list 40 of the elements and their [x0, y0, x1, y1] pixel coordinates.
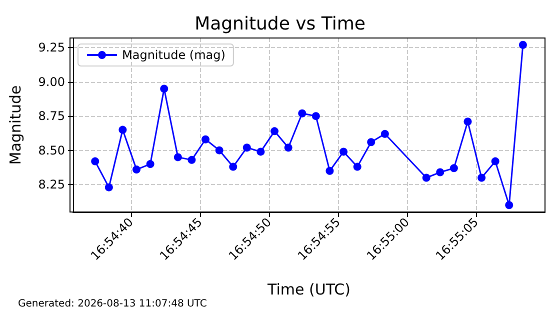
point	[326, 166, 334, 175]
point	[215, 146, 224, 154]
point	[312, 112, 320, 120]
point	[188, 156, 196, 164]
point	[450, 164, 458, 172]
point	[284, 144, 292, 152]
point	[202, 135, 210, 144]
point	[91, 157, 100, 166]
point	[146, 160, 154, 168]
point	[505, 201, 514, 210]
y-tick-label: 8.25	[38, 178, 65, 192]
point	[174, 153, 182, 162]
point	[380, 130, 389, 138]
point	[270, 127, 279, 136]
y-tick-label: 8.75	[38, 109, 65, 124]
point	[436, 168, 444, 176]
point	[353, 162, 362, 171]
y-tick-label: 9.00	[38, 74, 65, 89]
point	[104, 183, 113, 192]
y-axis-title: Magnitude	[6, 85, 24, 165]
point	[367, 138, 376, 146]
text: Generated: 2026-08-13 11:07:48 UTC	[18, 298, 207, 310]
point	[132, 166, 140, 174]
point	[118, 126, 127, 134]
point	[298, 109, 306, 118]
point	[229, 162, 238, 171]
chart-title: Magnitude vs Time	[194, 14, 366, 34]
legend-label: Magnitude (mag)	[122, 48, 226, 62]
y-tick-label: 8.50	[38, 143, 65, 158]
y-tick-label: 9.25	[38, 40, 65, 55]
x-axis-title: Time (UTC)	[266, 280, 350, 298]
point	[340, 148, 348, 156]
point	[256, 148, 265, 156]
point	[478, 174, 486, 182]
point	[422, 174, 430, 182]
point	[518, 40, 527, 49]
point	[491, 157, 500, 166]
point	[464, 118, 472, 126]
point	[242, 144, 251, 152]
point	[160, 84, 168, 93]
